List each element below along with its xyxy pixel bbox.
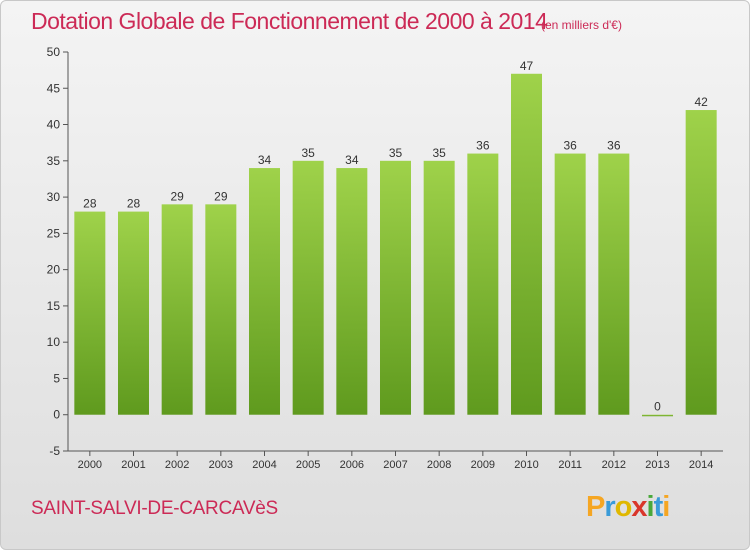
x-tick-label: 2000	[78, 459, 102, 471]
logo-letter: P	[586, 491, 605, 523]
logo-letter: i	[646, 491, 655, 523]
x-tick-label: 2012	[602, 459, 626, 471]
bar	[511, 73, 542, 415]
bar	[598, 153, 630, 415]
x-tick-label: 2006	[340, 459, 364, 471]
x-tick-label: 2002	[165, 459, 189, 471]
commune-name: SAINT-SALVI-DE-CARCAVèS	[31, 498, 278, 519]
x-tick-label: 2007	[383, 459, 407, 471]
x-tick-label: 2014	[689, 459, 713, 471]
data-label: 35	[432, 146, 446, 160]
x-tick-label: 2010	[514, 459, 538, 471]
data-label: 42	[694, 95, 708, 109]
bar	[205, 204, 237, 415]
chart-title: Dotation Globale de Fonctionnement de 20…	[31, 8, 548, 34]
proxiti-logo: Proxiti	[586, 491, 670, 524]
y-tick-label: 45	[47, 81, 61, 95]
y-tick-label: 15	[47, 299, 61, 313]
y-tick-label: 20	[47, 263, 61, 277]
bar	[74, 211, 106, 415]
y-tick-label: 50	[47, 45, 61, 59]
bar	[423, 160, 455, 415]
data-label: 36	[563, 139, 577, 153]
bar	[554, 153, 586, 415]
data-label: 36	[607, 139, 621, 153]
logo-letter: x	[631, 491, 647, 523]
data-label: 36	[476, 139, 490, 153]
data-label: 28	[83, 197, 97, 211]
x-tick-label: 2008	[427, 459, 451, 471]
y-tick-label: 10	[47, 335, 61, 349]
bar	[380, 160, 411, 415]
data-label: 28	[127, 197, 141, 211]
y-tick-label: 5	[53, 371, 60, 385]
x-tick-label: 2005	[296, 459, 320, 471]
data-label: 29	[170, 189, 184, 203]
bar	[467, 153, 499, 415]
data-label: 35	[301, 146, 315, 160]
data-label: 34	[258, 153, 272, 167]
data-label: 0	[654, 400, 661, 414]
bar	[292, 160, 324, 415]
y-tick-label: 40	[47, 118, 61, 132]
logo-letter: o	[614, 491, 633, 523]
data-label: 29	[214, 189, 228, 203]
y-tick-label: -5	[49, 444, 60, 458]
bar	[685, 110, 717, 415]
data-label: 47	[520, 59, 534, 73]
x-tick-label: 2003	[209, 459, 233, 471]
bar	[118, 211, 149, 415]
y-tick-label: 35	[47, 154, 61, 168]
bar	[249, 168, 280, 415]
bar	[161, 204, 193, 415]
x-tick-label: 2013	[645, 459, 669, 471]
bar	[336, 168, 368, 415]
data-label: 35	[389, 146, 403, 160]
data-label: 34	[345, 153, 359, 167]
logo-letter: t	[653, 491, 664, 523]
x-tick-label: 2001	[121, 459, 145, 471]
y-tick-label: 0	[53, 408, 60, 422]
logo-letter: i	[662, 491, 670, 523]
chart-subtitle: (en milliers d'€)	[541, 18, 622, 32]
x-tick-label: 2009	[471, 459, 495, 471]
logo-letter: r	[604, 491, 615, 523]
y-tick-label: 30	[47, 190, 61, 204]
x-tick-label: 2004	[252, 459, 276, 471]
x-tick-label: 2011	[558, 459, 582, 471]
bar	[642, 414, 673, 417]
y-tick-label: 25	[47, 226, 61, 240]
